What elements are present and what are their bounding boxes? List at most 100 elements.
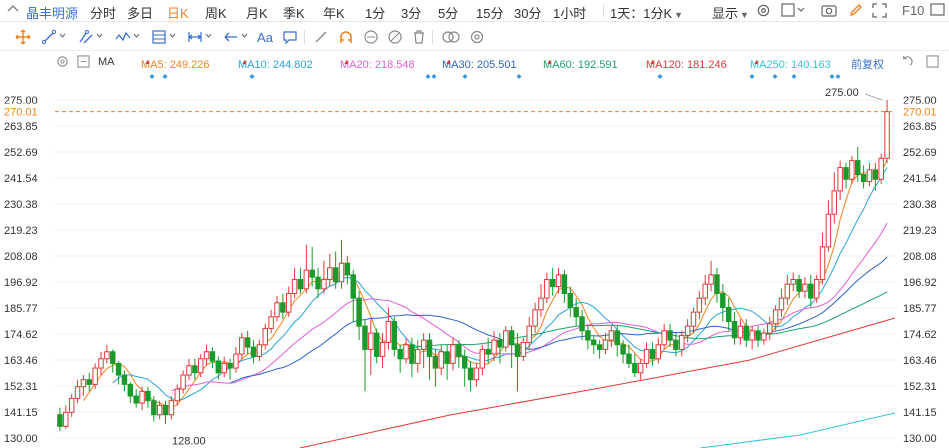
tab-30min[interactable]: 30分 [514, 6, 542, 21]
lock-drawing-icon[interactable] [362, 28, 380, 46]
f10-button[interactable]: F10 [902, 3, 925, 18]
arrow-tool-icon[interactable] [222, 28, 248, 46]
ma-legend-bar: MA MA5: 249.226 ▲ MA10: 244.802 ▲ MA20: 21… [0, 53, 949, 71]
candle-up [174, 388, 180, 402]
hide-drawing-icon[interactable] [386, 28, 404, 46]
candle-up [186, 365, 192, 376]
tab-weekly-k[interactable]: 周K [205, 6, 227, 21]
candle-up [532, 309, 538, 327]
event-marker [835, 74, 841, 79]
tab-intraday[interactable]: 分时 [90, 6, 117, 21]
candle-down [227, 362, 233, 369]
tab-quarterly-k[interactable]: 季K [283, 6, 305, 21]
fibonacci-tool-icon[interactable] [150, 28, 176, 46]
candle-down [350, 274, 356, 299]
tab-5min[interactable]: 5分 [438, 6, 459, 21]
candle-down [626, 353, 632, 364]
candle-down [872, 169, 879, 180]
annotations: 275.00 128.00 [55, 87, 895, 448]
tab-yearly-k[interactable]: 年K [323, 6, 345, 21]
text-tool[interactable]: Aa [257, 29, 273, 45]
candle-up [643, 348, 650, 364]
candle-up [92, 367, 98, 385]
candle-up [403, 344, 409, 360]
candle-down [620, 344, 626, 355]
candle-up [778, 297, 785, 311]
candle-up [772, 309, 779, 325]
candle-down [632, 362, 638, 374]
crosshair-move-icon[interactable] [14, 28, 32, 46]
undo-icon[interactable] [900, 55, 913, 71]
ma30-text: MA30: 205.501 [442, 59, 517, 71]
delete-icon[interactable] [410, 28, 428, 46]
event-marker [425, 74, 431, 79]
tab-monthly-k[interactable]: 月K [246, 6, 268, 21]
candle-down [855, 160, 861, 176]
range-measure-icon[interactable] [186, 28, 212, 46]
candlestick-chart[interactable]: 275.00 128.00 275.00 263.85 252.69 241.54 230… [0, 70, 949, 448]
candle-up [749, 330, 755, 341]
candle-up [526, 325, 532, 343]
candle-up [168, 400, 175, 416]
comment-icon[interactable] [281, 28, 299, 46]
expand-icon[interactable] [6, 2, 20, 19]
y-tick-label: 241.54 [903, 173, 937, 185]
tab-3min[interactable]: 3分 [401, 6, 422, 21]
candle-down [192, 365, 198, 374]
ma60-line [405, 291, 888, 350]
tab-1min[interactable]: 1分 [365, 6, 386, 21]
y-tick-label: 252.69 [903, 147, 937, 159]
wave-tool-icon[interactable] [114, 28, 140, 46]
candle-up [233, 353, 239, 369]
candle-down [315, 276, 321, 290]
layout-toggle[interactable] [781, 3, 807, 21]
more-icon[interactable] [930, 2, 946, 21]
settings-gear-icon[interactable] [756, 3, 771, 21]
candle-down [843, 167, 849, 180]
tab-1day-1min-k[interactable]: 1天：1分K ▼ [610, 3, 683, 22]
display-dropdown[interactable]: 显示 ▼ [712, 3, 749, 22]
adjust-mode-button[interactable]: 前复权 [851, 59, 884, 71]
candle-up [180, 374, 186, 390]
candle-down [109, 351, 116, 364]
stock-name[interactable]: 晶丰明源 [26, 6, 79, 21]
indicator-settings-icon[interactable] [56, 55, 69, 71]
indicator-toggle-icon[interactable] [77, 55, 90, 71]
candle-down [467, 367, 474, 381]
candle-down [567, 292, 574, 308]
candle-down [209, 351, 216, 362]
current-price-label-left: 270.01 [4, 107, 38, 119]
magnet-icon[interactable] [337, 28, 355, 46]
pencil-icon[interactable] [848, 3, 863, 21]
ma-label[interactable]: MA [98, 56, 115, 68]
toolbar-settings-icon[interactable] [468, 28, 486, 46]
candle-down [115, 362, 122, 376]
y-tick-label: 130.00 [903, 433, 937, 445]
tab-daily-k[interactable]: 日K [167, 6, 189, 21]
candle-up [327, 267, 333, 280]
candle-down [714, 274, 720, 294]
y-tick-label: 263.85 [4, 121, 38, 133]
fullscreen-icon[interactable] [872, 3, 887, 21]
candle-down [585, 330, 591, 341]
candles [57, 100, 890, 432]
candle-down [673, 339, 679, 350]
y-tick-label: 196.92 [4, 277, 38, 289]
compare-icon[interactable] [441, 28, 461, 46]
panel-icon[interactable] [926, 55, 939, 71]
event-marker [791, 74, 797, 79]
current-price-label-right: 270.01 [903, 107, 937, 119]
candle-up [637, 362, 644, 374]
channel-tool-icon[interactable] [77, 28, 103, 46]
candle-up [139, 390, 145, 404]
up-arrow-icon: ▲ [753, 59, 760, 66]
candle-up [262, 327, 268, 346]
camera-icon[interactable] [821, 3, 837, 21]
candle-up [831, 190, 838, 215]
line-tool-icon[interactable] [40, 28, 66, 46]
event-marker [516, 74, 522, 79]
brush-icon[interactable] [312, 28, 330, 46]
tab-multi-day[interactable]: 多日 [127, 6, 154, 21]
tab-1hour[interactable]: 1小时 [553, 6, 587, 21]
tab-15min[interactable]: 15分 [476, 6, 504, 21]
